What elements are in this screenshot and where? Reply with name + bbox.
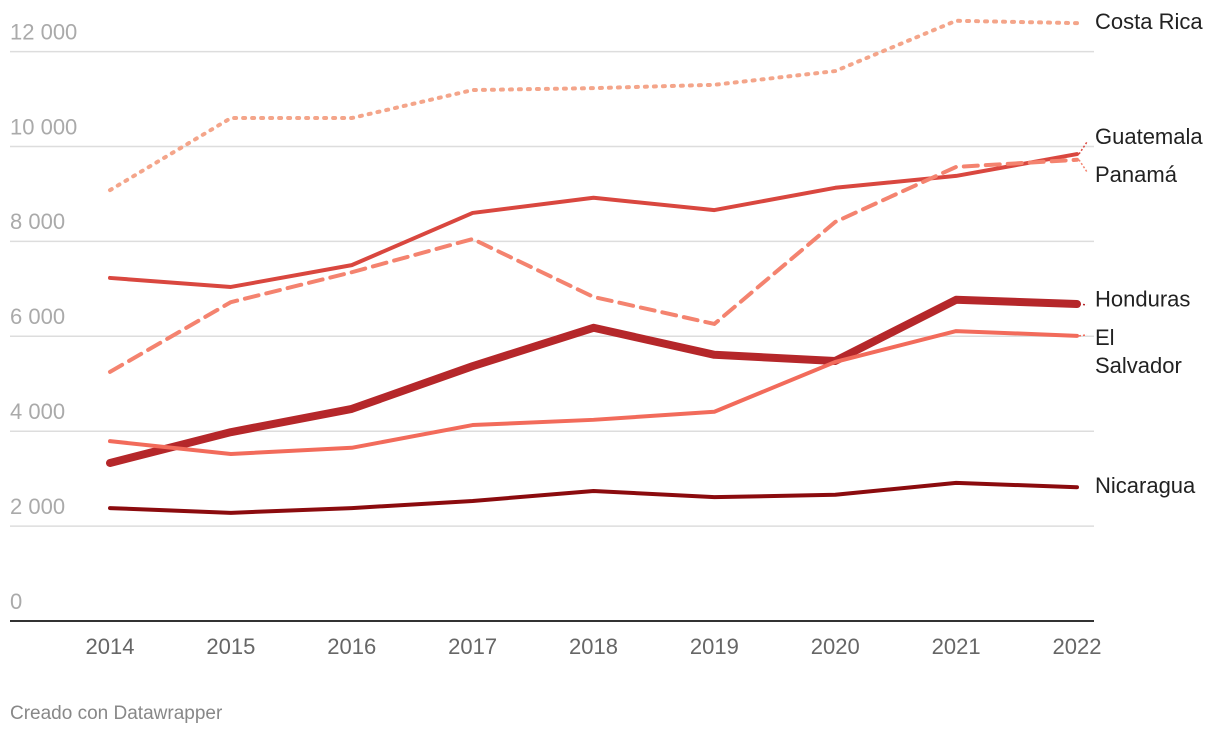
x-tick-label: 2021	[932, 634, 981, 659]
x-tick-label: 2022	[1053, 634, 1102, 659]
series-line	[108, 480, 1079, 515]
y-tick-label: 6 000	[10, 304, 65, 329]
y-tick-label: 4 000	[10, 399, 65, 424]
x-tick-label: 2015	[206, 634, 255, 659]
footer-credit: Creado con Datawrapper	[10, 703, 223, 724]
series-line	[108, 18, 1079, 193]
y-tick-label: 12 000	[10, 19, 77, 44]
series-label: Guatemala	[1095, 124, 1203, 149]
series-label: Nicaragua	[1095, 473, 1196, 498]
y-tick-label: 8 000	[10, 209, 65, 234]
x-tick-label: 2019	[690, 634, 739, 659]
x-tick-label: 2017	[448, 634, 497, 659]
label-connector	[1078, 159, 1088, 173]
x-tick-label: 2018	[569, 634, 618, 659]
series-label: Costa Rica	[1095, 9, 1203, 34]
label-connector	[1078, 334, 1088, 337]
y-tick-label: 0	[10, 589, 22, 614]
label-connector	[1078, 141, 1088, 155]
label-connector	[1078, 303, 1088, 306]
x-tick-label: 2016	[327, 634, 376, 659]
series-line	[108, 157, 1079, 374]
series-label: Panamá	[1095, 162, 1178, 187]
y-tick-label: 10 000	[10, 114, 77, 139]
series-line	[108, 329, 1079, 456]
series-label: Honduras	[1095, 287, 1190, 312]
series-line	[108, 152, 1079, 289]
y-tick-label: 2 000	[10, 494, 65, 519]
x-tick-label: 2014	[86, 634, 135, 659]
x-tick-label: 2020	[811, 634, 860, 659]
series-label: El Salvador	[1095, 325, 1182, 378]
series-line	[106, 295, 1081, 467]
